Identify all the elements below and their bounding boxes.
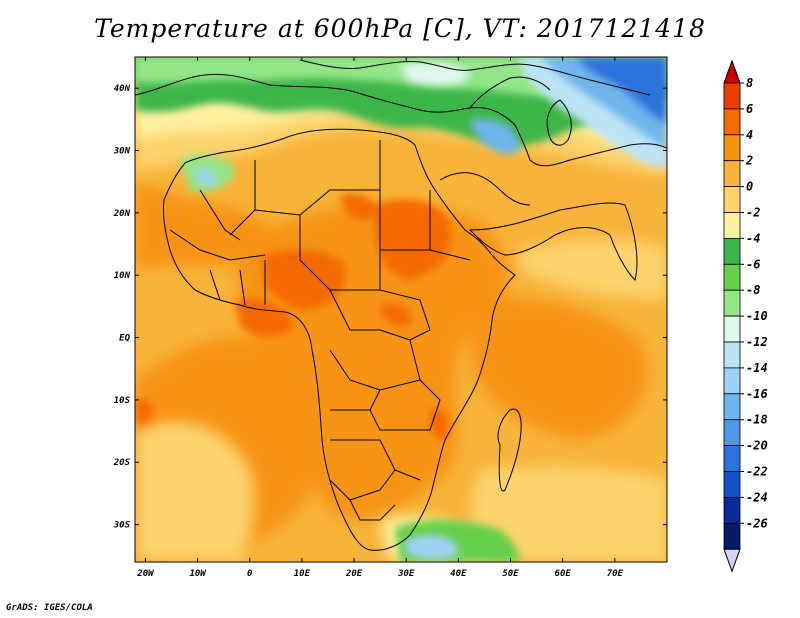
colorbar-swatch xyxy=(723,108,741,136)
x-tick-label: 30E xyxy=(397,569,415,579)
mediterranean-coastline xyxy=(135,73,667,167)
x-tick-label: 20E xyxy=(345,569,363,579)
colorbar-label: -18 xyxy=(746,413,768,427)
colorbar-label: -16 xyxy=(746,387,768,401)
field-minus12to10-balkans xyxy=(400,62,470,86)
x-tick-label: 70E xyxy=(607,569,624,579)
field-minus16to14-sahara-core xyxy=(195,168,217,186)
field-minus18to16-levant xyxy=(470,119,520,154)
colorbar: 8 6 4 2 0 -2 -4 -6 -8 -10 -12 -14 -16 -18 -20 -22 -24 -26 xyxy=(723,59,768,573)
field-6to8-sudan xyxy=(374,200,451,280)
field-0to2-south-indian xyxy=(470,465,667,562)
grads-credit: GrADS: IGES/COLA xyxy=(6,603,93,613)
y-tick-label: 20N xyxy=(113,209,131,219)
y-tick-label: 20S xyxy=(113,458,131,468)
x-tick-label: 50E xyxy=(502,569,519,579)
colorbar-label: 2 xyxy=(745,154,753,168)
colorbar-label: -4 xyxy=(746,231,760,245)
colorbar-swatch xyxy=(723,445,741,472)
colorbar-label: -2 xyxy=(746,206,760,220)
x-tick-label: 20W xyxy=(136,569,155,579)
field-minus16to14-south-cold-core xyxy=(405,534,460,560)
plot-frame xyxy=(134,56,668,563)
colorbar-swatch xyxy=(723,289,741,317)
colorbar-label: -12 xyxy=(746,335,768,349)
field-4to6-indian-ocean xyxy=(470,297,648,440)
axis-ticks: 20W 10W 0 10E 20E 30E 40E 50E 60E 70E 40N 30N 20N 10N… xyxy=(113,57,667,579)
colorbar-swatch xyxy=(723,496,741,524)
y-tick-label: 10N xyxy=(114,271,131,281)
colorbar-swatch xyxy=(723,237,741,265)
colorbar-bottom-arrow xyxy=(723,548,741,573)
madagascar-coastline xyxy=(497,408,522,492)
x-tick-label: 40E xyxy=(450,569,467,579)
colorbar-swatch xyxy=(723,471,741,498)
colorbar-swatch xyxy=(723,134,741,162)
colorbar-swatch xyxy=(723,393,741,421)
field-minus22to20-northeast-core xyxy=(575,57,667,125)
field-0to2-south-atlantic xyxy=(135,422,255,562)
x-tick-label: 10W xyxy=(189,569,207,579)
colorbar-label: 6 xyxy=(746,102,753,116)
colorbar-label: -6 xyxy=(746,257,760,271)
colorbar-label: 0 xyxy=(746,180,753,194)
colorbar-swatch xyxy=(723,522,741,550)
colorbar-swatch xyxy=(723,82,741,110)
map-title: Temperature at 600hPa [C], VT: 201712141… xyxy=(94,14,706,43)
temperature-field xyxy=(135,57,667,562)
x-tick-label: 0 xyxy=(247,569,253,579)
colorbar-swatch xyxy=(723,160,741,187)
caspian-sea-coastline xyxy=(546,99,572,146)
black-sea-coastline xyxy=(469,76,551,109)
colorbar-label: 4 xyxy=(746,128,753,142)
y-tick-label: EQ xyxy=(119,334,130,344)
y-tick-label: 30S xyxy=(113,521,131,531)
colorbar-label: -14 xyxy=(746,361,768,375)
field-6to8-congo xyxy=(380,303,411,327)
y-tick-label: 10S xyxy=(114,396,131,406)
colorbar-label: -22 xyxy=(746,465,768,479)
colorbar-top-arrow xyxy=(723,59,741,84)
colorbar-label: 8 xyxy=(746,76,753,90)
red-sea-coastline xyxy=(439,172,531,206)
arabia-india-coastline xyxy=(468,202,638,281)
coastlines-and-borders xyxy=(135,59,667,551)
colorbar-swatch xyxy=(723,419,741,447)
colorbar-swatch xyxy=(723,263,741,291)
colorbar-label: -10 xyxy=(746,309,768,323)
africa-coastline xyxy=(162,128,516,551)
country-borders xyxy=(169,140,471,521)
colorbar-label: -24 xyxy=(746,490,768,504)
colorbar-swatch xyxy=(723,212,741,239)
field-6to8-atlantic xyxy=(135,399,155,434)
europe-coastline xyxy=(299,59,651,96)
colorbar-label: -20 xyxy=(746,439,768,453)
field-6to8-nigeria xyxy=(262,249,346,310)
field-4to6-sahel xyxy=(135,180,300,270)
colorbar-swatch xyxy=(723,341,741,369)
colorbar-label: -8 xyxy=(746,283,760,297)
x-tick-label: 60E xyxy=(555,569,572,579)
colorbar-swatch xyxy=(723,186,741,213)
colorbar-label: -26 xyxy=(746,516,768,530)
y-tick-label: 30N xyxy=(113,147,131,157)
field-6to8-chad xyxy=(340,193,376,220)
x-tick-label: 10E xyxy=(294,569,311,579)
colorbar-swatch xyxy=(723,315,741,343)
y-tick-label: 40N xyxy=(114,84,131,94)
colorbar-swatch xyxy=(723,367,741,395)
field-0to2-arabian-sea xyxy=(520,238,667,300)
